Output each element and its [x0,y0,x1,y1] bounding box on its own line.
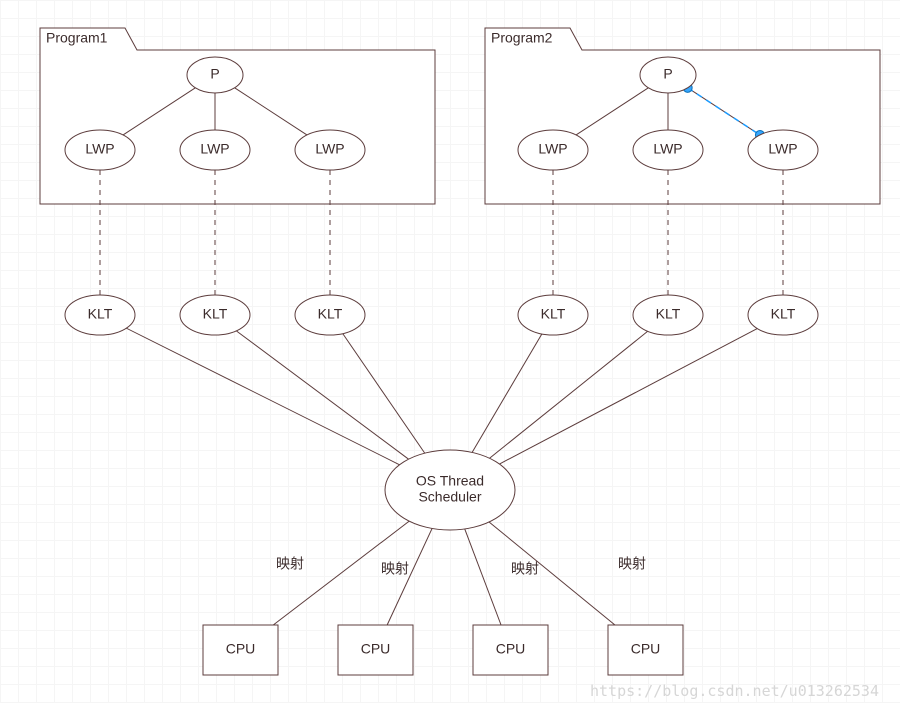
node-label-lwp13: LWP [315,141,344,157]
container-label-program1: Program1 [46,29,108,45]
node-label-p1: P [210,66,219,82]
node-label-cpu2: CPU [361,641,391,657]
edge-klt5-sched [490,331,648,458]
diagram-stage: Program1 Program2 P P LWP LWP LWP LWP LWP LWP KLT K… [0,0,900,703]
edge-klt2-sched [236,331,408,459]
node-label-sched-line0: OS Thread [416,473,484,489]
node-label-klt1: KLT [88,306,113,322]
edge-label-3: 映射 [618,556,646,572]
edge-label-2: 映射 [511,561,539,577]
edge-klt6-sched [499,329,757,464]
node-label-klt5: KLT [656,306,681,322]
container-program2 [485,28,880,204]
node-label-lwp12: LWP [200,141,229,157]
container-program1 [40,28,435,204]
edge-klt4-sched [472,334,542,452]
node-label-lwp21: LWP [538,141,567,157]
node-label-cpu3: CPU [496,641,526,657]
node-label-cpu1: CPU [226,641,256,657]
node-label-sched-line1: Scheduler [418,489,481,505]
edge-klt1-sched [126,328,399,465]
edge-sched-cpu3 [465,529,501,625]
node-label-klt2: KLT [203,306,228,322]
diagram-svg: Program1 Program2 P P LWP LWP LWP LWP LWP LWP KLT K… [0,0,900,703]
node-label-lwp23: LWP [768,141,797,157]
edge-sched-cpu2 [387,528,432,625]
edge-klt3-sched [343,334,425,454]
edge-label-1: 映射 [381,561,409,577]
node-label-klt4: KLT [541,306,566,322]
node-label-lwp11: LWP [85,141,114,157]
container-label-program2: Program2 [491,29,553,45]
node-label-klt6: KLT [771,306,796,322]
node-label-cpu4: CPU [631,641,661,657]
node-label-lwp22: LWP [653,141,682,157]
node-label-p2: P [663,66,672,82]
edge-label-0: 映射 [276,556,304,572]
node-label-klt3: KLT [318,306,343,322]
edge-sched-cpu4 [489,522,615,625]
